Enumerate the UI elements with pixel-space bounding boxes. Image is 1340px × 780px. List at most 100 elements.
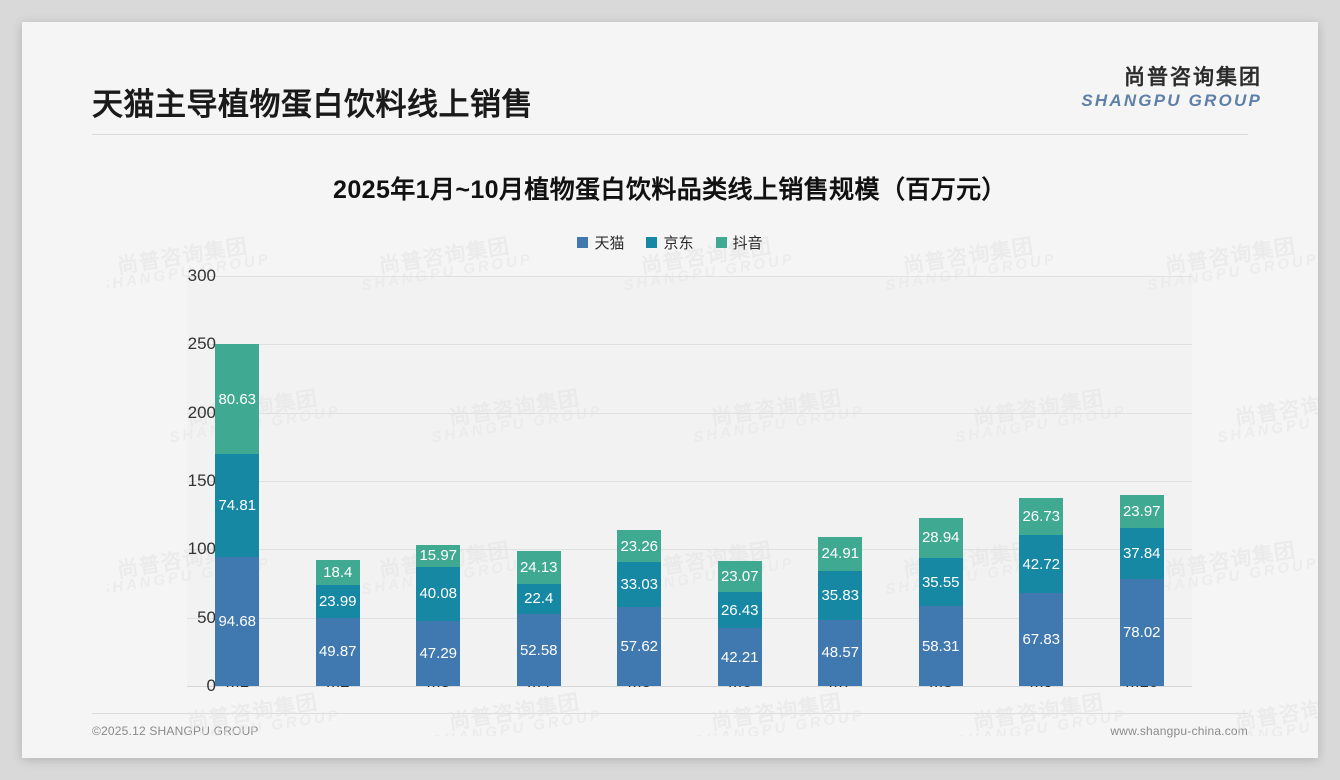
bar-segment-天猫[interactable]: 67.83 [1019, 593, 1064, 686]
bar-value-label: 48.57 [821, 644, 860, 662]
header-divider [92, 134, 1248, 135]
bar-stack[interactable]: 24.13 22.4 52.58 [516, 550, 561, 686]
y-axis-tick-label: 300 [187, 266, 216, 285]
legend-item-抖音[interactable]: 抖音 [715, 232, 763, 253]
bar-value-label: 35.83 [821, 586, 860, 604]
bar-series-group: 80.63 74.81 94.68 18.4 23.99 49.87 15.97 40.08 4… [187, 276, 1192, 686]
bar-stack[interactable]: 23.97 37.84 78.02 [1119, 494, 1164, 686]
footer-divider [92, 713, 1248, 714]
bar-segment-抖音[interactable]: 24.91 [818, 536, 863, 571]
y-axis-tick-label: 0 [206, 676, 216, 695]
bar-segment-京东[interactable]: 23.99 [315, 585, 360, 618]
bar-segment-天猫[interactable]: 58.31 [918, 606, 963, 686]
brand-name-en: SHANGPU GROUP [1081, 90, 1262, 110]
bar-segment-天猫[interactable]: 52.58 [516, 614, 561, 686]
bar-segment-天猫[interactable]: 48.57 [818, 619, 863, 686]
gridline [187, 686, 1192, 687]
bar-stack[interactable]: 26.73 42.72 67.83 [1019, 498, 1064, 686]
bar-stack[interactable]: 23.26 33.03 57.62 [617, 530, 662, 686]
gridline [187, 617, 1192, 619]
brand-logo: 尚普咨询集团 SHANGPU GROUP [1081, 66, 1262, 111]
bar-value-label: 94.68 [218, 612, 257, 630]
bar-value-label: 23.97 [1122, 502, 1161, 520]
bar-value-label: 74.81 [218, 496, 257, 514]
legend-item-天猫[interactable]: 天猫 [577, 232, 624, 253]
bar-value-label: 33.03 [620, 576, 659, 594]
bar-segment-京东[interactable]: 37.84 [1119, 527, 1164, 580]
bar-value-label: 40.08 [419, 585, 458, 603]
bar-segment-天猫[interactable]: 94.68 [215, 556, 260, 686]
bar-segment-天猫[interactable]: 57.62 [617, 607, 662, 686]
bar-value-label: 80.63 [218, 390, 257, 408]
bar-stack[interactable]: 28.94 35.55 58.31 [918, 518, 963, 686]
bar-segment-京东[interactable]: 26.43 [717, 592, 762, 629]
bar-segment-京东[interactable]: 33.03 [617, 562, 662, 608]
bar-value-label: 23.26 [620, 537, 659, 555]
bar-value-label: 35.55 [921, 573, 960, 591]
gridline [187, 549, 1192, 551]
bar-stack[interactable]: 15.97 40.08 47.29 [416, 544, 461, 686]
legend-swatch-icon [646, 237, 658, 248]
legend-swatch-icon [715, 237, 727, 248]
bar-value-label: 18.4 [323, 564, 353, 581]
bar-segment-天猫[interactable]: 49.87 [315, 617, 360, 686]
chart-title: 2025年1月~10月植物蛋白饮料品类线上销售规模（百万元） [333, 176, 1007, 204]
page-title: 天猫主导植物蛋白饮料线上销售 [92, 87, 533, 122]
bar-stack[interactable]: 80.63 74.81 94.68 [215, 344, 260, 686]
bar-value-label: 26.73 [1022, 508, 1061, 526]
bar-segment-京东[interactable]: 22.4 [516, 583, 561, 615]
bar-value-label: 49.87 [318, 643, 357, 661]
bar-stack[interactable]: 23.07 26.43 42.21 [717, 560, 762, 686]
bar-value-label: 23.99 [318, 592, 357, 610]
bar-segment-抖音[interactable]: 18.4 [315, 559, 360, 586]
slide-header: 天猫主导植物蛋白饮料线上销售 尚普咨询集团 SHANGPU GROUP [22, 22, 1318, 135]
bar-value-label: 28.94 [921, 529, 960, 547]
bar-segment-天猫[interactable]: 47.29 [416, 621, 461, 686]
slide-canvas: 天猫主导植物蛋白饮料线上销售 尚普咨询集团 SHANGPU GROUP 2025… [22, 22, 1318, 758]
bar-segment-抖音[interactable]: 80.63 [215, 344, 260, 455]
bar-value-label: 58.31 [921, 637, 960, 655]
y-axis-tick-label: 200 [187, 402, 216, 422]
bar-value-label: 57.62 [620, 638, 659, 656]
bar-stack[interactable]: 18.4 23.99 49.87 [315, 559, 360, 686]
y-axis-tick-label: 100 [187, 539, 216, 559]
bar-value-label: 67.83 [1022, 631, 1061, 649]
bar-segment-抖音[interactable]: 23.26 [617, 530, 662, 563]
bar-value-label: 42.21 [720, 648, 759, 666]
bar-value-label: 23.07 [720, 567, 759, 585]
bar-segment-抖音[interactable]: 24.13 [516, 550, 561, 584]
legend-label: 天猫 [594, 235, 625, 252]
chart-legend: 天猫 京东 抖音 [22, 232, 1318, 253]
bar-value-label: 24.13 [519, 558, 558, 576]
legend-label: 京东 [663, 235, 694, 252]
bar-segment-抖音[interactable]: 15.97 [416, 544, 461, 567]
bar-segment-抖音[interactable]: 23.97 [1119, 494, 1164, 528]
gridline [187, 344, 1192, 346]
bar-segment-京东[interactable]: 74.81 [215, 454, 260, 557]
bar-segment-抖音[interactable]: 26.73 [1019, 498, 1064, 535]
plot-area: 尚普咨询集团 SHANGPU GROUP 尚普咨询集团 SHANGPU GROUP 尚普… [107, 236, 1318, 736]
y-axis-tick-label: 50 [197, 607, 216, 627]
bar-segment-抖音[interactable]: 23.07 [717, 560, 762, 593]
bar-segment-抖音[interactable]: 28.94 [918, 518, 963, 558]
legend-label: 抖音 [732, 235, 763, 252]
bar-value-label: 42.72 [1022, 555, 1061, 573]
bar-value-label: 52.58 [519, 641, 558, 659]
y-axis-tick-label: 150 [187, 471, 216, 490]
gridline [187, 412, 1192, 414]
bar-value-label: 26.43 [720, 601, 759, 619]
bar-segment-京东[interactable]: 35.55 [918, 557, 963, 607]
bar-value-label: 37.84 [1122, 545, 1161, 563]
bar-segment-天猫[interactable]: 42.21 [717, 628, 762, 686]
legend-item-京东[interactable]: 京东 [646, 232, 694, 253]
bar-value-label: 22.4 [524, 590, 554, 608]
footer-copyright: ©2025.12 SHANGPU GROUP [92, 724, 259, 738]
bar-segment-京东[interactable]: 42.72 [1019, 534, 1064, 594]
bar-stack[interactable]: 24.91 35.83 48.57 [818, 536, 863, 686]
y-axis-tick-label: 250 [187, 334, 216, 354]
bar-segment-京东[interactable]: 35.83 [818, 570, 863, 620]
gridline [187, 276, 1192, 277]
bar-segment-京东[interactable]: 40.08 [416, 566, 461, 622]
bar-segment-天猫[interactable]: 78.02 [1119, 579, 1164, 686]
